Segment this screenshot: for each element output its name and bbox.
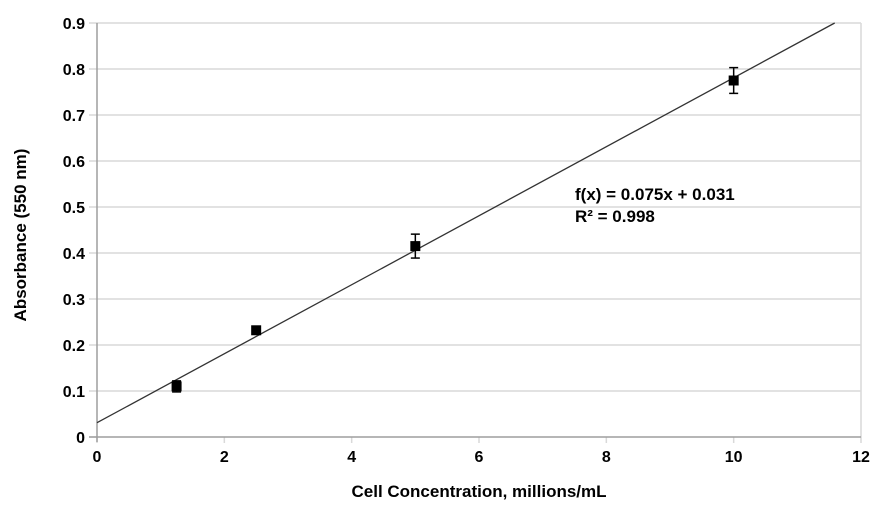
x-tick-label: 6	[475, 449, 484, 466]
y-tick-label: 0.7	[63, 108, 85, 125]
x-tick-label: 2	[220, 449, 229, 466]
x-axis-title: Cell Concentration, millions/mL	[351, 482, 607, 501]
y-tick-label: 0.6	[63, 154, 85, 171]
x-tick-label: 4	[347, 449, 356, 466]
data-point-marker	[410, 241, 421, 252]
x-tick-label: 12	[852, 449, 870, 466]
y-tick-label: 0.4	[63, 246, 85, 263]
y-tick-label: 0.3	[63, 292, 85, 309]
y-tick-label: 0.8	[63, 62, 85, 79]
trend-line	[96, 22, 835, 424]
x-tick-label: 10	[725, 449, 743, 466]
r-squared-value: R² = 0.998	[575, 207, 655, 226]
y-tick-label: 0.2	[63, 338, 85, 355]
y-tick-label: 0.5	[63, 200, 85, 217]
data-point-marker	[251, 325, 262, 336]
data-point-marker	[171, 381, 182, 392]
x-tick-label: 0	[93, 449, 102, 466]
trendline-annotation: f(x) = 0.075x + 0.031 R² = 0.998	[575, 184, 735, 228]
y-tick-label: 0.1	[63, 384, 85, 401]
data-point-marker	[728, 75, 739, 86]
y-tick-label: 0.9	[63, 16, 85, 33]
x-tick-label: 8	[602, 449, 611, 466]
y-axis-title: Absorbance (550 nm)	[11, 148, 30, 322]
y-tick-label: 0	[76, 430, 85, 447]
trendline-equation: f(x) = 0.075x + 0.031	[575, 185, 735, 204]
